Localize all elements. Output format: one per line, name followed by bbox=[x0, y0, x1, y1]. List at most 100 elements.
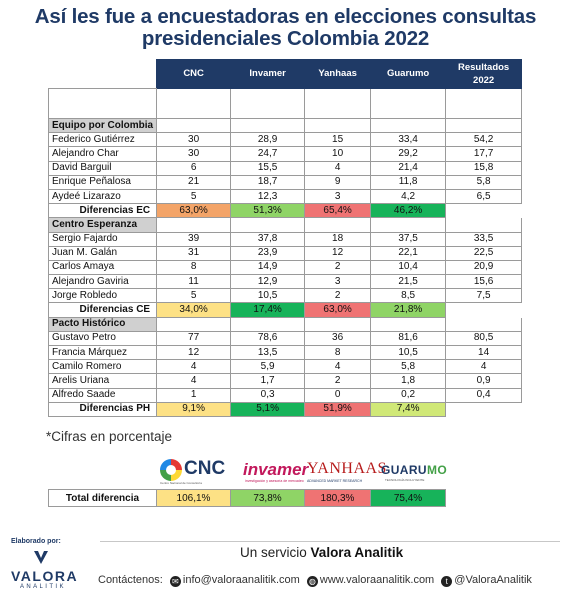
value-cell: 15,6 bbox=[445, 274, 523, 290]
empty-cell bbox=[370, 316, 447, 332]
service-line: Un servicio Valora Analitik bbox=[240, 545, 404, 560]
value-cell: 1,7 bbox=[230, 373, 306, 389]
difference-cell: 5,1% bbox=[230, 401, 306, 417]
cnc-logo: CNC Centro Nacional de Consultoría bbox=[160, 458, 226, 485]
group-name: Centro Esperanza bbox=[47, 217, 158, 233]
value-cell: 4,2 bbox=[370, 188, 447, 205]
total-cell: 180,3% bbox=[304, 489, 371, 507]
difference-cell: 51,9% bbox=[304, 401, 372, 417]
value-cell: 28,9 bbox=[230, 132, 306, 148]
value-cell: 78,6 bbox=[230, 330, 306, 347]
group-header-row: Centro Esperanza bbox=[47, 217, 523, 233]
twitter-handle[interactable]: @ValoraAnalitik bbox=[454, 574, 532, 586]
value-cell: 1 bbox=[156, 387, 232, 403]
value-cell: 12 bbox=[156, 344, 232, 361]
total-difference-table: Total diferencia 106,1% 73,8% 180,3% 75,4% bbox=[48, 489, 446, 507]
group-header-row: Equipo por Colombia bbox=[47, 117, 523, 134]
candidate-name: Sergio Fajardo bbox=[47, 231, 158, 247]
candidate-row: Alejandro Gaviria 11 12,9 3 21,5 15,6 bbox=[47, 274, 523, 290]
candidate-row: Alejandro Char 30 24,7 10 29,2 17,7 bbox=[47, 146, 523, 162]
candidate-row: Jorge Robledo 5 10,5 2 8,5 7,5 bbox=[47, 288, 523, 304]
value-cell: 12,3 bbox=[230, 188, 306, 205]
value-cell: 21,4 bbox=[370, 160, 447, 176]
candidate-name: Francia Márquez bbox=[47, 344, 158, 361]
website-link[interactable]: www.valoraanalitik.com bbox=[319, 574, 435, 586]
candidate-row: Federico Gutiérrez 30 28,9 15 33,4 54,2 bbox=[47, 132, 523, 148]
difference-label: Diferencias PH bbox=[47, 401, 158, 417]
value-cell: 8 bbox=[156, 259, 232, 276]
difference-cell: 63,0% bbox=[304, 302, 372, 318]
candidate-row: Gustavo Petro 77 78,6 36 81,6 80,5 bbox=[47, 330, 523, 347]
email-link[interactable]: info@valoraanalitik.com bbox=[182, 574, 300, 586]
value-cell: 9 bbox=[304, 174, 372, 190]
footer-divider bbox=[100, 541, 560, 542]
table-header-row: CNC Invamer Yanhaas Guarumo Resultados 2… bbox=[47, 59, 523, 89]
value-cell: 8,5 bbox=[370, 288, 447, 304]
column-header-guarumo: Guarumo bbox=[370, 59, 447, 89]
candidate-row: Alfredo Saade 1 0,3 0 0,2 0,4 bbox=[47, 387, 523, 403]
email-icon: ✉ bbox=[169, 576, 181, 587]
difference-cell: 7,4% bbox=[370, 401, 447, 417]
difference-cell: 17,4% bbox=[230, 302, 306, 318]
globe-icon: ◍ bbox=[306, 576, 318, 587]
value-cell: 4 bbox=[304, 359, 372, 375]
empty-cell bbox=[370, 217, 447, 233]
candidate-name: Camilo Romero bbox=[47, 359, 158, 375]
value-cell: 24,7 bbox=[230, 146, 306, 162]
difference-cell: 65,4% bbox=[304, 203, 372, 219]
valora-logo-icon bbox=[34, 551, 48, 564]
difference-label: Diferencias CE bbox=[47, 302, 158, 318]
candidate-name: Aydeé Lizarazo bbox=[47, 188, 158, 205]
candidate-row: David Barguil 6 15,5 4 21,4 15,8 bbox=[47, 160, 523, 176]
value-cell: 11 bbox=[156, 274, 232, 290]
difference-cell: 34,0% bbox=[156, 302, 232, 318]
candidate-row: Sergio Fajardo 39 37,8 18 37,5 33,5 bbox=[47, 231, 523, 247]
value-cell: 31 bbox=[156, 245, 232, 261]
candidate-name: Carlos Amaya bbox=[47, 259, 158, 276]
total-cell: 106,1% bbox=[156, 489, 231, 507]
value-cell: 14,9 bbox=[230, 259, 306, 276]
difference-cell: 51,3% bbox=[230, 203, 306, 219]
candidate-name: David Barguil bbox=[47, 160, 158, 176]
value-cell: 10 bbox=[304, 146, 372, 162]
value-cell: 18,7 bbox=[230, 174, 306, 190]
value-cell: 4 bbox=[156, 373, 232, 389]
value-cell: 15,8 bbox=[445, 160, 523, 176]
value-cell: 15 bbox=[304, 132, 372, 148]
value-cell: 18 bbox=[304, 231, 372, 247]
value-cell: 5 bbox=[156, 288, 232, 304]
candidate-row: Carlos Amaya 8 14,9 2 10,4 20,9 bbox=[47, 259, 523, 276]
value-cell: 23,9 bbox=[230, 245, 306, 261]
empty-cell bbox=[156, 217, 232, 233]
difference-cell: 21,8% bbox=[370, 302, 447, 318]
guarumo-logo: GUARUMO TECNOLOGÍA INCLUYENTE bbox=[381, 463, 448, 482]
value-cell: 8 bbox=[304, 344, 372, 361]
valora-brand: VALORA bbox=[11, 568, 79, 584]
value-cell: 4 bbox=[156, 359, 232, 375]
candidate-name: Enrique Peñalosa bbox=[47, 174, 158, 190]
value-cell: 10,5 bbox=[230, 288, 306, 304]
empty-cell bbox=[156, 316, 232, 332]
empty-cell bbox=[230, 217, 306, 233]
empty-cell bbox=[304, 217, 372, 233]
elaborado-label: Elaborado por: bbox=[11, 538, 61, 545]
pollster-logos: CNC Centro Nacional de Consultoría invam… bbox=[0, 456, 571, 486]
value-cell: 0 bbox=[304, 387, 372, 403]
value-cell: 5,8 bbox=[445, 174, 523, 190]
candidate-row: Arelis Uriana 4 1,7 2 1,8 0,9 bbox=[47, 373, 523, 389]
value-cell: 20,9 bbox=[445, 259, 523, 276]
empty-cell bbox=[370, 117, 447, 134]
valora-brand-sub: ANALITIK bbox=[20, 584, 66, 590]
candidate-name: Federico Gutiérrez bbox=[47, 132, 158, 148]
candidate-name: Jorge Robledo bbox=[47, 288, 158, 304]
difference-row: Diferencias PH 9,1% 5,1% 51,9% 7,4% bbox=[47, 401, 523, 417]
value-cell: 12,9 bbox=[230, 274, 306, 290]
value-cell: 12 bbox=[304, 245, 372, 261]
value-cell: 2 bbox=[304, 373, 372, 389]
column-header-resultados: Resultados 2022 bbox=[445, 59, 523, 89]
cnc-circle-icon bbox=[160, 459, 182, 481]
difference-cell: 63,0% bbox=[156, 203, 232, 219]
value-cell: 10,5 bbox=[370, 344, 447, 361]
value-cell: 37,8 bbox=[230, 231, 306, 247]
value-cell: 2 bbox=[304, 288, 372, 304]
